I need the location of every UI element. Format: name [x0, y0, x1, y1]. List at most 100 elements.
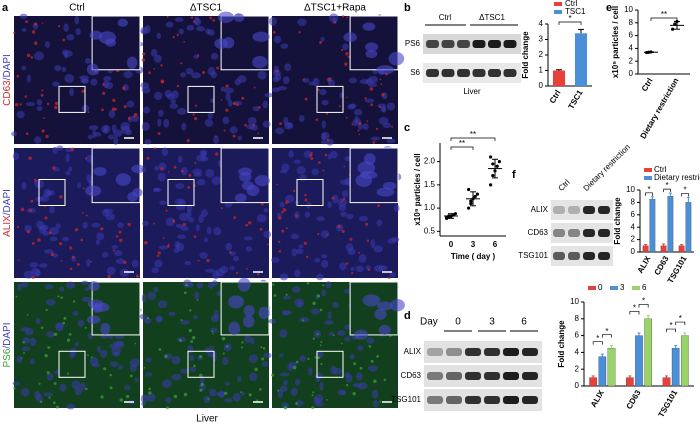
nucleus: [277, 389, 284, 399]
marker: [53, 105, 58, 110]
nucleus-zoom: [376, 187, 395, 197]
row-label-part: PS6: [2, 348, 13, 367]
nucleus: [181, 122, 187, 131]
nucleus: [290, 233, 300, 240]
nucleus: [45, 299, 56, 306]
nucleus: [152, 187, 162, 193]
error-bar: [492, 158, 498, 179]
y-tick-label: 1: [539, 66, 544, 75]
marker: [312, 337, 315, 340]
bar: [635, 335, 643, 387]
nucleus: [169, 103, 179, 109]
nucleus: [77, 182, 82, 189]
marker: [22, 341, 25, 344]
nucleus: [382, 106, 387, 113]
nucleus: [157, 172, 166, 182]
nucleus: [279, 273, 289, 281]
blot-band: [568, 229, 580, 237]
band-label: ALIX: [531, 205, 549, 214]
nucleus-zoom: [228, 295, 244, 309]
nucleus: [232, 255, 240, 262]
blot-band: [503, 69, 517, 77]
nucleus-zoom: [238, 167, 253, 176]
roi-box: [316, 85, 344, 113]
row-label: CD63/DAPI: [2, 54, 13, 106]
nucleus-zoom: [86, 315, 101, 324]
nucleus: [298, 244, 304, 249]
marker: [320, 363, 323, 366]
marker: [272, 31, 276, 34]
marker: [193, 235, 197, 238]
nucleus: [308, 81, 316, 86]
marker: [273, 294, 277, 297]
nucleus: [153, 286, 159, 293]
nucleus: [191, 72, 202, 79]
column-header: ΔTSC1: [190, 3, 223, 14]
y-tick-label: 10: [570, 297, 579, 306]
blot-band: [583, 229, 595, 237]
y-tick-label: 0: [539, 81, 544, 90]
nucleus: [340, 211, 347, 217]
significance-label: *: [683, 186, 686, 195]
marker: [167, 244, 170, 248]
nucleus: [92, 129, 97, 139]
marker: [215, 152, 219, 156]
marker: [358, 122, 362, 126]
marker: [322, 169, 325, 172]
marker: [295, 360, 299, 364]
nucleus: [257, 70, 267, 80]
marker: [152, 222, 155, 225]
error-bar: [674, 345, 678, 349]
error-bar: [680, 244, 684, 246]
nucleus: [65, 170, 71, 176]
bar: [671, 348, 680, 387]
marker: [85, 157, 88, 160]
marker: [304, 198, 308, 202]
nucleus-zoom: [217, 11, 235, 23]
data-point: [491, 162, 495, 166]
nucleus: [268, 318, 277, 324]
nucleus: [20, 388, 30, 397]
nucleus: [346, 213, 354, 220]
marker: [312, 391, 315, 394]
nucleus: [91, 222, 101, 228]
nucleus: [119, 268, 130, 277]
marker: [278, 216, 282, 220]
marker: [357, 129, 360, 132]
roi-box: [187, 350, 215, 378]
legend-swatch: [588, 286, 596, 290]
nucleus: [34, 390, 41, 400]
significance-bracket: [650, 17, 678, 21]
nucleus-zoom: [241, 181, 254, 191]
nucleus: [283, 380, 289, 386]
nucleus: [101, 124, 111, 134]
data-point: [469, 201, 473, 206]
nucleus-zoom: [237, 277, 251, 292]
nucleus: [262, 100, 269, 109]
nucleus: [145, 357, 152, 363]
nucleus-zoom: [117, 18, 128, 27]
marker: [197, 259, 200, 262]
band-label: TSG101: [518, 251, 548, 260]
nucleus: [21, 65, 27, 71]
nucleus: [141, 166, 146, 173]
marker: [59, 195, 63, 199]
blot-band: [465, 348, 481, 356]
marker: [34, 41, 38, 45]
nucleus: [332, 194, 339, 204]
nucleus: [295, 400, 304, 407]
nucleus-zoom: [365, 50, 378, 59]
nucleus: [358, 253, 367, 263]
marker: [309, 203, 312, 205]
marker: [353, 362, 357, 366]
x-tick-label: 0: [449, 240, 454, 249]
marker: [15, 102, 19, 107]
marker: [26, 314, 29, 316]
data-point: [469, 199, 473, 203]
marker: [233, 216, 237, 219]
nucleus: [39, 224, 49, 231]
nucleus: [24, 224, 32, 232]
marker: [199, 373, 203, 378]
nucleus: [30, 337, 37, 347]
nucleus: [64, 54, 69, 59]
